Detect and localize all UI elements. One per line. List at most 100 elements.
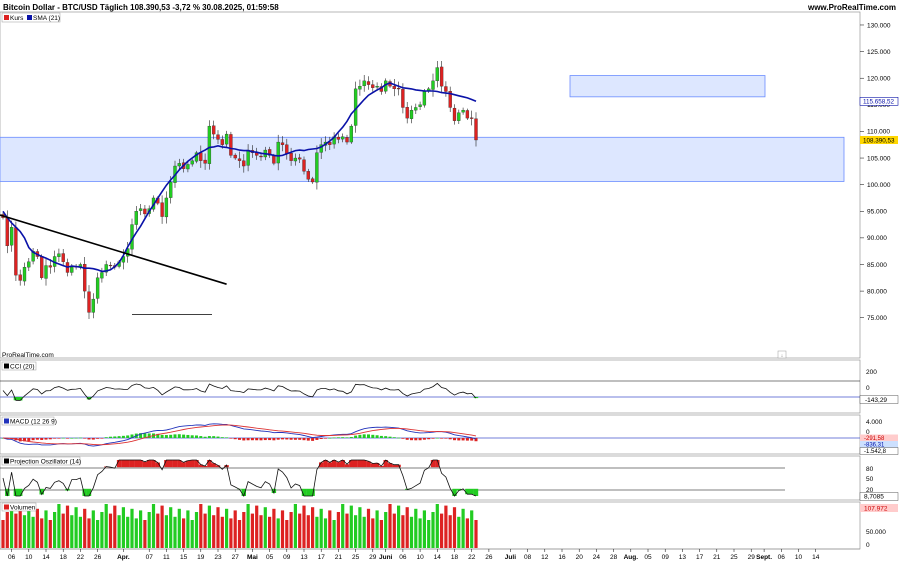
volume-bar	[268, 516, 272, 548]
po-overbought-area	[387, 463, 393, 468]
candle	[14, 221, 18, 282]
macd-histogram-bar	[298, 438, 302, 440]
volume-bar	[164, 515, 168, 548]
volume-bar	[422, 510, 426, 548]
volume-bar	[323, 518, 328, 548]
macd-histogram-bar	[293, 438, 297, 440]
volume-bar	[435, 504, 439, 548]
macd-histogram-bar	[259, 438, 263, 441]
volume-bar	[280, 510, 285, 548]
macd-histogram-bar	[362, 434, 366, 438]
macd-badge-1	[860, 434, 898, 442]
macd-histogram-bar	[410, 438, 413, 441]
po-oversold-area	[86, 488, 92, 496]
volume-bar	[444, 505, 448, 548]
x-tick-label: 27	[232, 554, 240, 561]
macd-histogram-bar	[281, 438, 284, 440]
po-overbought-area	[185, 460, 191, 468]
macd-histogram-bar	[358, 434, 362, 438]
candle	[143, 205, 147, 218]
x-axis: 06 10 14 18 22 26 Apr. 07 11 15 19 23 27 Mai 05 09 13 17 2…	[0, 548, 860, 561]
volume-bar	[384, 512, 388, 548]
po-tick-20: 20	[866, 487, 874, 494]
macd-histogram-bar	[354, 435, 358, 438]
macd-histogram-bar	[35, 438, 39, 440]
volume-tick-0: 0	[866, 542, 870, 549]
po-tick-80: 80	[866, 466, 874, 473]
po-overbought-area	[331, 460, 337, 468]
candle	[276, 134, 280, 171]
po-overbought-area	[323, 460, 328, 468]
candle	[366, 76, 371, 90]
macd-histogram-bar	[250, 438, 254, 441]
po-oversold-area	[301, 488, 307, 496]
macd-histogram-bar	[336, 437, 340, 438]
volume-bar	[10, 504, 14, 548]
macd-histogram-bar	[121, 435, 125, 438]
po-overbought-area	[435, 460, 440, 468]
volume-bar	[74, 507, 78, 548]
macd-histogram-bar	[126, 435, 130, 438]
volume-bar	[220, 516, 224, 548]
macd-histogram-bar	[470, 438, 474, 441]
po-overbought-area	[379, 466, 384, 468]
macd-histogram-bar	[465, 438, 469, 441]
po-overbought-area	[147, 460, 152, 468]
candle	[134, 206, 138, 230]
x-tick-label: 25	[730, 554, 738, 561]
candle	[362, 74, 366, 92]
volume-bar	[392, 513, 396, 548]
volume-legend-swatch	[4, 504, 9, 510]
x-tick-label: 13	[679, 554, 687, 561]
macd-histogram-bar	[367, 434, 370, 438]
macd-histogram-bar	[113, 436, 117, 438]
candle	[358, 79, 362, 96]
price-tick-label: 100.000	[867, 182, 891, 189]
macd-histogram-bar	[229, 438, 233, 439]
volume-bar	[100, 512, 104, 548]
x-tick-label: Aug.	[624, 554, 639, 561]
macd-badge-2	[860, 441, 898, 448]
volume-bar	[14, 513, 18, 548]
macd-histogram-bar	[474, 438, 478, 442]
macd-histogram-bar	[246, 438, 250, 441]
volume-bar	[108, 513, 113, 548]
price-tick-label: 115.000	[867, 102, 890, 109]
macd-histogram-bar	[255, 438, 259, 441]
volume-bar	[139, 510, 143, 548]
po-overbought-area	[336, 462, 341, 468]
po-overbought-area	[366, 461, 371, 468]
po-overbought-area	[190, 460, 195, 468]
volume-bar	[31, 516, 35, 548]
panel-resize-handle[interactable]	[777, 350, 787, 359]
macd-histogram-bar	[87, 438, 91, 440]
price-legend: Kurs SMA (21)	[1, 12, 61, 23]
macd-histogram-bar	[397, 437, 401, 439]
volume-bar	[457, 516, 461, 548]
x-tick-label: 09	[662, 554, 670, 561]
cci-legend-swatch	[4, 363, 9, 369]
po-oversold-area	[13, 488, 19, 496]
x-tick-label: 09	[283, 554, 291, 561]
macd-histogram-bar	[83, 438, 87, 439]
macd-histogram-bar	[203, 436, 207, 438]
candle	[237, 151, 242, 168]
macd-histogram-bar	[341, 437, 345, 438]
volume-bar	[259, 515, 263, 548]
macd-histogram-bar	[53, 438, 57, 439]
legend-sma-label: SMA (21)	[33, 15, 60, 22]
macd-histogram-bar	[448, 438, 452, 440]
volume-bar	[448, 515, 452, 548]
macd-histogram-bar	[117, 436, 121, 438]
candle	[470, 110, 474, 126]
volume-bar	[349, 505, 353, 548]
macd-histogram-bar	[139, 433, 143, 438]
x-tick-label: 21	[713, 554, 721, 561]
candle	[229, 131, 233, 158]
candle	[27, 257, 31, 272]
po-overbought-area	[134, 460, 139, 468]
volume-bar	[272, 508, 276, 548]
candle	[289, 147, 293, 166]
po-overbought-area	[319, 462, 324, 468]
volume-bar	[83, 508, 87, 548]
